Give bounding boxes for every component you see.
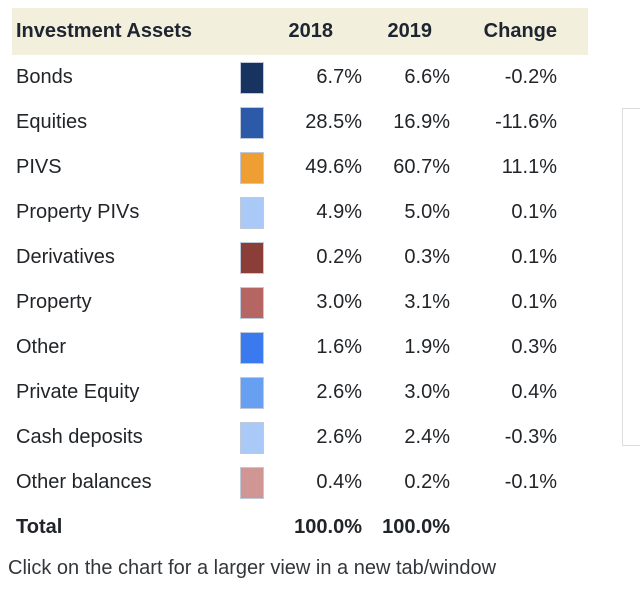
value-2019: 0.2%	[404, 471, 450, 493]
value-2018: 2.6%	[316, 381, 362, 403]
table-row: Property 3.0% 3.1% 0.1%	[12, 280, 588, 325]
table-row: Other 1.6% 1.9% 0.3%	[12, 325, 588, 370]
value-change: -0.2%	[504, 66, 557, 88]
asset-name: Property	[16, 291, 92, 313]
value-2019: 0.3%	[404, 246, 450, 268]
legend-swatch	[240, 421, 264, 454]
value-2019: 3.0%	[404, 381, 450, 403]
value-change: -11.6%	[495, 111, 557, 133]
value-change: 0.1%	[511, 201, 557, 223]
legend-swatch	[240, 376, 264, 409]
table-row: Other balances 0.4% 0.2% -0.1%	[12, 460, 588, 505]
legend-swatch	[240, 106, 264, 139]
value-change: 0.1%	[511, 246, 557, 268]
value-2018: 49.6%	[305, 156, 362, 178]
table-row: Private Equity 2.6% 3.0% 0.4%	[12, 370, 588, 415]
asset-name: Other	[16, 336, 67, 358]
legend-swatch	[240, 196, 264, 229]
table-row: Property PIVs 4.9% 5.0% 0.1%	[12, 190, 588, 235]
asset-name: Equities	[16, 111, 88, 133]
chart-panel-edge[interactable]	[622, 108, 640, 446]
asset-name: PIVS	[16, 156, 62, 178]
value-2018: 4.9%	[316, 201, 362, 223]
value-change: 11.1%	[501, 156, 557, 178]
col-header-2019: 2019	[387, 20, 433, 42]
table-row: Cash deposits 2.6% 2.4% -0.3%	[12, 415, 588, 460]
total-2019: 100.0%	[382, 516, 450, 538]
value-2019: 1.9%	[404, 336, 450, 358]
col-header-2018: 2018	[288, 20, 334, 42]
chart-click-note: Click on the chart for a larger view in …	[8, 557, 497, 579]
table-row: Bonds 6.7% 6.6% -0.2%	[12, 55, 588, 100]
value-2019: 3.1%	[404, 291, 450, 313]
legend-swatch	[240, 151, 264, 184]
value-2018: 3.0%	[316, 291, 362, 313]
legend-swatch	[240, 466, 264, 499]
value-2018: 2.6%	[316, 426, 362, 448]
value-2019: 16.9%	[393, 111, 450, 133]
legend-swatch	[240, 241, 264, 274]
value-2018: 28.5%	[305, 111, 362, 133]
value-2019: 5.0%	[404, 201, 450, 223]
value-change: 0.3%	[511, 336, 557, 358]
total-label: Total	[16, 516, 63, 538]
page: Investment Assets 2018 2019 Change Bonds…	[8, 8, 588, 579]
asset-name: Property PIVs	[16, 201, 140, 223]
value-2018: 1.6%	[316, 336, 362, 358]
total-2018: 100.0%	[294, 516, 362, 538]
asset-name: Other balances	[16, 471, 152, 493]
asset-name: Derivatives	[16, 246, 115, 268]
asset-name: Cash deposits	[16, 426, 143, 448]
table-total-row: Total 100.0% 100.0%	[12, 505, 588, 550]
value-change: 0.1%	[511, 291, 557, 313]
col-header-change: Change	[483, 20, 557, 42]
table-row: PIVS 49.6% 60.7% 11.1%	[12, 145, 588, 190]
legend-swatch	[240, 61, 264, 94]
value-change: -0.3%	[504, 426, 557, 448]
table-header-row: Investment Assets 2018 2019 Change	[12, 8, 588, 55]
col-header-asset: Investment Assets	[16, 20, 192, 42]
table-body: Bonds 6.7% 6.6% -0.2% Equities 28.5% 16.9% -11.…	[12, 55, 588, 505]
value-2018: 6.7%	[316, 66, 362, 88]
value-2018: 0.2%	[316, 246, 362, 268]
asset-name: Bonds	[16, 66, 73, 88]
value-2018: 0.4%	[316, 471, 362, 493]
value-2019: 6.6%	[404, 66, 450, 88]
value-change: -0.1%	[504, 471, 557, 493]
table-row: Derivatives 0.2% 0.3% 0.1%	[12, 235, 588, 280]
legend-swatch	[240, 286, 264, 319]
asset-name: Private Equity	[16, 381, 140, 403]
table-row: Equities 28.5% 16.9% -11.6%	[12, 100, 588, 145]
investment-assets-table: Investment Assets 2018 2019 Change Bonds…	[12, 8, 588, 550]
value-2019: 2.4%	[404, 426, 450, 448]
value-2019: 60.7%	[393, 156, 450, 178]
legend-swatch	[240, 331, 264, 364]
value-change: 0.4%	[511, 381, 557, 403]
